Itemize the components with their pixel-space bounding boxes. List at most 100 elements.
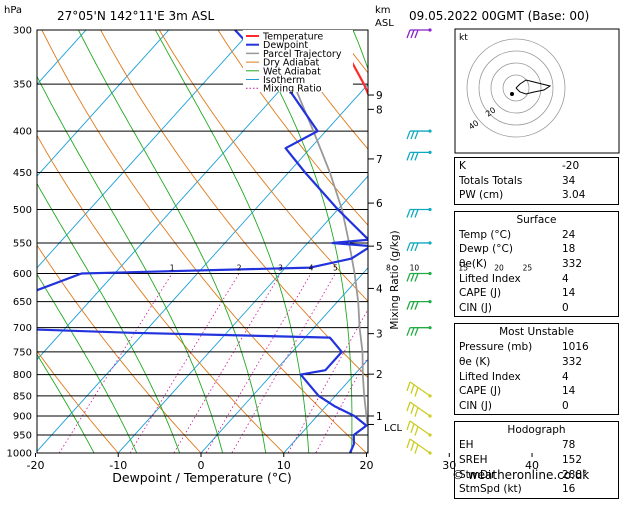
- hodograph-stats-row: StmSpd (kt)16: [459, 482, 614, 497]
- wind-barb-flag: [415, 445, 418, 454]
- wind-barb-flag: [407, 421, 410, 430]
- height-km-tick-label: 7: [376, 154, 383, 166]
- wind-barb: [407, 439, 432, 455]
- pressure-tick-label: 600: [13, 269, 32, 280]
- wind-barb-flag: [407, 209, 410, 217]
- height-km-tick-label: 9: [376, 90, 383, 102]
- wind-barb: [407, 208, 432, 218]
- surface-row: CAPE (J)14: [459, 286, 614, 301]
- lcl-label: LCL: [384, 423, 403, 434]
- wind-barb-flag: [415, 209, 418, 217]
- wind-barb-flag: [407, 243, 410, 251]
- index-row: K-20: [459, 159, 614, 174]
- wind-barb-flag: [415, 243, 418, 251]
- pressure-tick-label: 350: [13, 80, 32, 91]
- wind-barb-flag: [415, 30, 418, 38]
- mixing-ratio-line: [359, 274, 464, 471]
- pressure-tick-labels: 3003504004505005506006507007508008509009…: [7, 26, 32, 460]
- surface-title: Surface: [459, 213, 614, 228]
- height-km-tick-label: 1: [376, 411, 383, 423]
- legend-label: Mixing Ratio: [263, 84, 322, 95]
- wet-adiabat-line: [73, 18, 269, 470]
- wind-barb-flag: [407, 382, 410, 391]
- hpa-unit-label: hPa: [4, 5, 22, 16]
- copyright-footer: © weatheronline.co.uk: [452, 468, 589, 482]
- asl-unit-label: ASL: [375, 18, 394, 29]
- wind-barb-flag: [415, 131, 418, 139]
- pressure-tick-label: 650: [13, 297, 32, 308]
- height-km-tick-label: 4: [376, 283, 383, 295]
- wind-barb-point: [428, 129, 431, 132]
- height-km-tick-label: 6: [376, 198, 383, 210]
- wind-barb-flag: [411, 209, 414, 217]
- wind-barb-flag: [411, 302, 414, 310]
- pressure-tick-label: 550: [13, 238, 32, 249]
- surface-row: θe(K)332: [459, 257, 614, 272]
- datetime-label: 09.05.2022 00GMT (Base: 00): [409, 9, 589, 23]
- wind-barb-flag: [407, 152, 410, 160]
- wind-barb: [407, 300, 432, 310]
- wind-barb-point: [428, 433, 431, 436]
- wind-barb-flag: [411, 385, 414, 394]
- wind-barbs: [407, 28, 432, 454]
- isotherm-line: [0, 18, 14, 470]
- wind-barb-flag: [411, 152, 414, 160]
- wind-barb-flag: [411, 243, 414, 251]
- km-unit-label: km: [375, 5, 391, 16]
- wind-barb-flag: [415, 408, 418, 417]
- wind-barb-point: [428, 451, 431, 454]
- wind-barb-point: [428, 326, 431, 329]
- hodograph-unit-label: kt: [459, 33, 468, 43]
- mixing-ratio-label: 10: [410, 264, 420, 273]
- mixing-ratio-label: 5: [333, 264, 338, 273]
- pressure-tick-label: 750: [13, 347, 32, 358]
- wind-barb-flag: [415, 152, 418, 160]
- location-title: 27°05'N 142°11'E 3m ASL: [57, 9, 214, 23]
- wind-barb-flag: [411, 131, 414, 139]
- surface-row: CIN (J)0: [459, 301, 614, 316]
- wind-barb-flag: [407, 402, 410, 411]
- wind-barb-flag: [407, 274, 410, 282]
- pressure-tick-label: 450: [13, 168, 32, 179]
- wind-barb-flag: [415, 274, 418, 282]
- most-unstable-row: CIN (J)0: [459, 399, 614, 414]
- index-row: PW (cm)3.04: [459, 188, 614, 203]
- wind-barb-point: [428, 272, 431, 275]
- hodograph-stats-title: Hodograph: [459, 423, 614, 438]
- pressure-tick-label: 300: [13, 26, 32, 37]
- mixing-ratio-line: [164, 274, 281, 471]
- temperature-tick-label: -20: [26, 459, 44, 472]
- temperature-tick-label: 20: [360, 459, 374, 472]
- surface-row: Dewp (°C)18: [459, 242, 614, 257]
- wind-barb-flag: [411, 328, 414, 336]
- most-unstable-row: CAPE (J)14: [459, 384, 614, 399]
- mixing-ratio-line: [49, 274, 173, 471]
- pressure-tick-label: 700: [13, 323, 32, 334]
- most-unstable-box: Most Unstable Pressure (mb)1016 θe (K)33…: [454, 323, 619, 415]
- mixing-ratio-axis-label: Mixing Ratio (g/kg): [389, 230, 401, 329]
- pressure-tick-label: 1000: [7, 449, 32, 460]
- wind-barb-point: [428, 414, 431, 417]
- wind-barb: [407, 326, 432, 336]
- storm-motion-marker: [510, 92, 514, 96]
- pressure-tick-label: 850: [13, 391, 32, 402]
- wind-barb: [407, 28, 432, 38]
- surface-box: Surface Temp (°C)24 Dewp (°C)18 θe(K)332…: [454, 211, 619, 318]
- pressure-tick-label: 900: [13, 411, 32, 422]
- mixing-ratio-line: [120, 274, 239, 471]
- wind-barb-flag: [411, 30, 414, 38]
- height-km-tick-label: 3: [376, 329, 383, 341]
- most-unstable-title: Most Unstable: [459, 325, 614, 340]
- wind-barb-point: [428, 394, 431, 397]
- pressure-tick-label: 800: [13, 370, 32, 381]
- height-km-tick-label: 8: [376, 104, 383, 116]
- wind-barb: [407, 129, 432, 139]
- mixing-ratio-label: 4: [309, 264, 314, 273]
- wind-barb: [407, 272, 432, 282]
